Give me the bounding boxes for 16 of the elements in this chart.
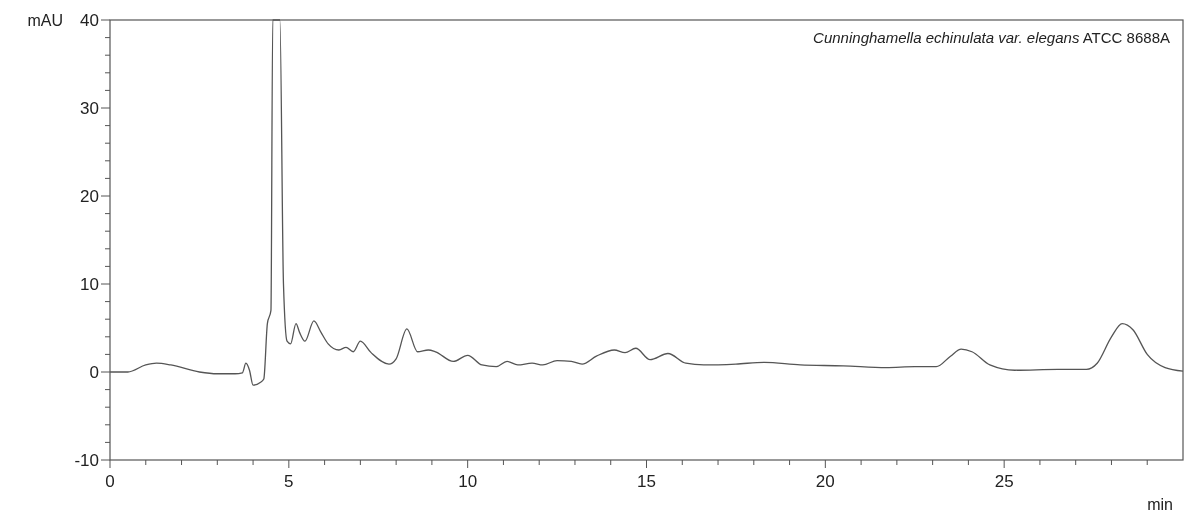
- x-tick-label: 25: [994, 472, 1014, 491]
- y-tick-label: 40: [80, 11, 99, 30]
- x-tick-label: 10: [458, 472, 478, 491]
- annotation: ATCC 8688A: [1079, 29, 1170, 46]
- x-tick-label: 5: [284, 472, 294, 491]
- x-tick-label: 20: [815, 472, 835, 491]
- y-tick-label: 0: [89, 363, 99, 382]
- y-axis-title: mAU: [27, 12, 63, 29]
- y-tick-label: 30: [80, 99, 99, 118]
- y-tick-label: -10: [74, 451, 99, 470]
- y-tick-label: 20: [80, 187, 99, 206]
- y-tick-label: 10: [80, 275, 99, 294]
- x-tick-label: 15: [637, 472, 656, 491]
- annotation: Cunninghamella echinulata var. elegans: [813, 29, 1080, 46]
- x-axis-title: min: [1147, 496, 1173, 513]
- x-tick-label: 0: [105, 472, 115, 491]
